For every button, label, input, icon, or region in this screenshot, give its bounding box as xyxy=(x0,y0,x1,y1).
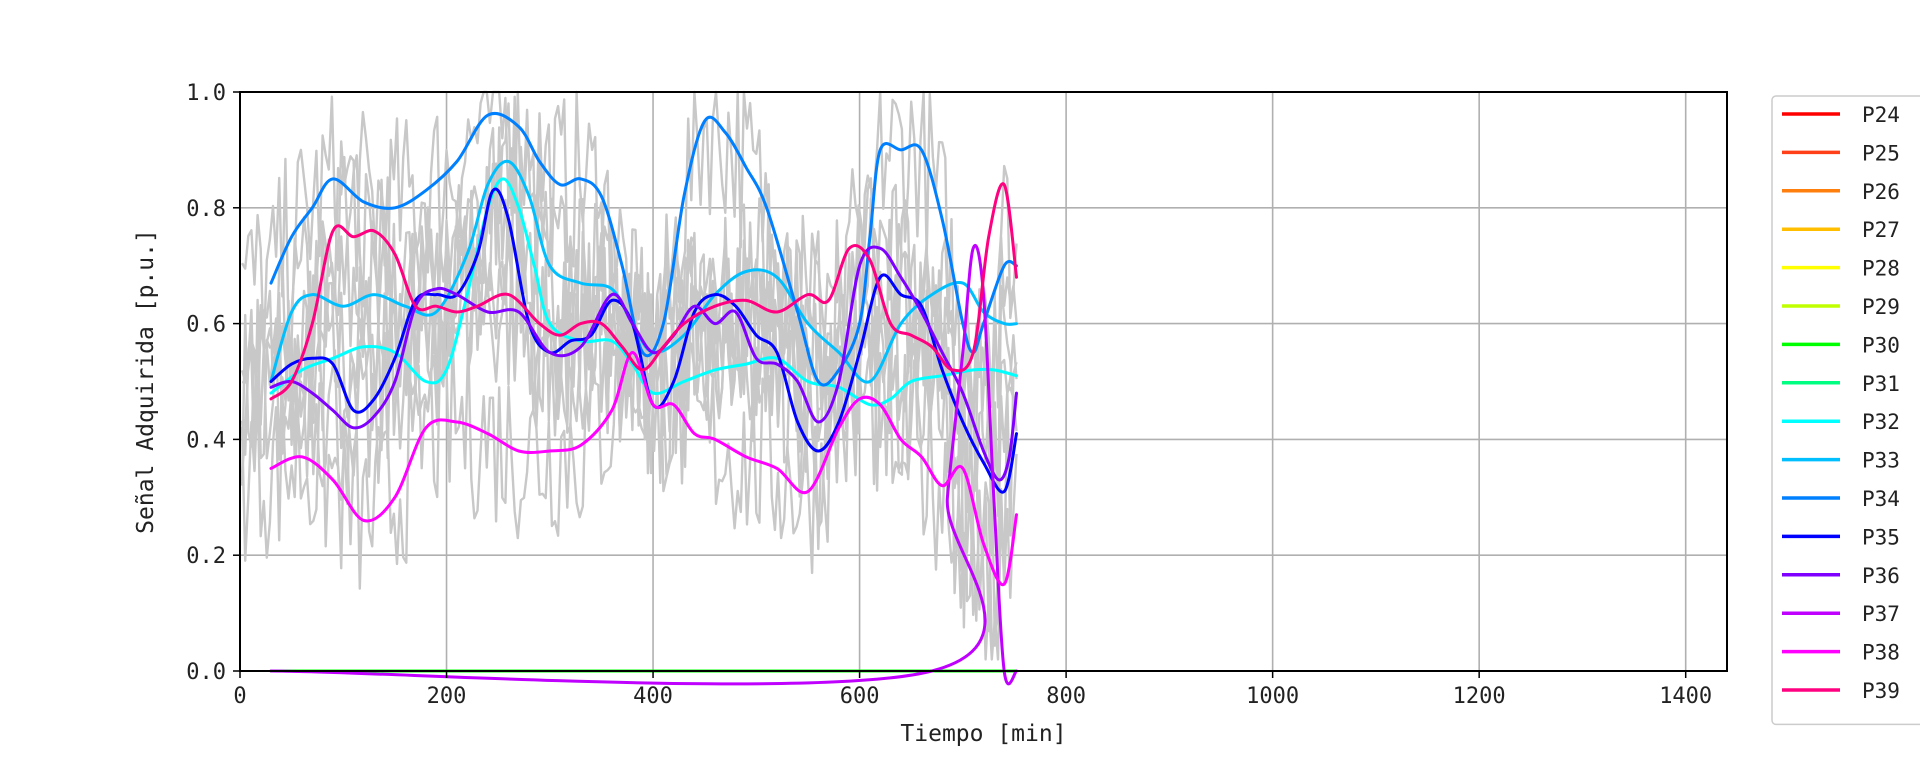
y-axis-label: Señal Adquirida [p.u.] xyxy=(133,229,159,534)
x-axis-ticks: 0 200 400 600 800 1000 1200 1400 xyxy=(233,671,1712,709)
legend-label-p38: P38 xyxy=(1862,641,1900,665)
x-tick-label: 200 xyxy=(427,684,467,709)
legend-label-p31: P31 xyxy=(1862,372,1900,396)
legend-label-p24: P24 xyxy=(1862,103,1900,127)
plot-frame xyxy=(239,91,1728,672)
legend-label-p37: P37 xyxy=(1862,602,1900,626)
y-tick-label: 1.0 xyxy=(186,81,226,106)
y-tick-label: 0.6 xyxy=(186,313,226,338)
series-line-p32 xyxy=(269,177,1018,407)
legend-label-p39: P39 xyxy=(1862,679,1900,703)
legend-label-p26: P26 xyxy=(1862,180,1900,204)
raw-trace-p35 xyxy=(240,147,1018,644)
y-tick-label: 0.8 xyxy=(186,197,226,222)
x-tick-label: 600 xyxy=(840,684,880,709)
y-tick-label: 0.4 xyxy=(186,428,226,453)
x-tick-label: 800 xyxy=(1046,684,1086,709)
raw-signal-traces xyxy=(240,90,1018,661)
legend-label-p35: P35 xyxy=(1862,525,1900,549)
series-line-p38 xyxy=(269,350,1018,587)
y-tick-label: 0.0 xyxy=(186,660,226,685)
legend-box xyxy=(1771,95,1920,726)
y-axis-ticks: 0.0 0.2 0.4 0.6 0.8 1.0 xyxy=(186,81,240,685)
legend-label-p25: P25 xyxy=(1862,141,1900,165)
legend-label-p32: P32 xyxy=(1862,410,1900,434)
legend-label-p33: P33 xyxy=(1862,449,1900,473)
legend-label-p36: P36 xyxy=(1862,564,1900,588)
series-line-p35 xyxy=(269,187,1018,494)
legend-label-p27: P27 xyxy=(1862,218,1900,242)
raw-trace-p38 xyxy=(240,295,1018,661)
series-line-p37 xyxy=(269,244,1018,686)
x-tick-label: 0 xyxy=(233,684,246,709)
x-tick-label: 1400 xyxy=(1659,684,1712,709)
series-line-p39 xyxy=(269,182,1018,401)
x-axis-label: Tiempo [min] xyxy=(900,721,1066,747)
x-tick-label: 1200 xyxy=(1453,684,1506,709)
y-tick-label: 0.2 xyxy=(186,544,226,569)
legend-label-p29: P29 xyxy=(1862,295,1900,319)
x-tick-label: 1000 xyxy=(1246,684,1299,709)
legend-label-p34: P34 xyxy=(1862,487,1900,511)
legend-label-p30: P30 xyxy=(1862,333,1900,357)
legend-label-p28: P28 xyxy=(1862,257,1900,281)
series-line-p34 xyxy=(269,111,1018,387)
series-line-p36 xyxy=(269,245,1018,482)
legend: P24 P25 P26 P27 P28 P29 P30 P31 P32 P33 P34 P35 P36 P… xyxy=(1771,95,1920,726)
x-tick-label: 400 xyxy=(633,684,673,709)
